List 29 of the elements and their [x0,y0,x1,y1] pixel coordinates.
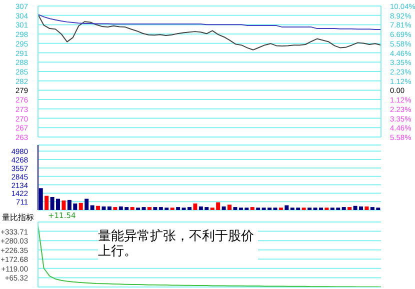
bar [44,196,49,210]
bar [342,207,346,210]
bar [193,204,198,210]
bar [176,207,180,210]
line-series [38,14,382,30]
bar [284,205,289,210]
bar [102,206,106,210]
bar [147,207,152,210]
bar [96,206,100,210]
bar [142,207,146,210]
line-series [38,14,382,50]
bar [113,207,118,210]
bar [348,207,352,210]
chart-title: 量比指标 [2,212,34,223]
bar [90,205,94,210]
bar [78,202,83,210]
annotation: 量能异常扩张，不利于股价上行。 [98,229,258,260]
bar [62,200,66,210]
bar [107,206,112,210]
bar [84,198,89,210]
bar [222,206,226,210]
bar [130,207,134,210]
bar [364,206,369,210]
bar [38,188,43,210]
line-series [38,224,382,287]
bar [153,207,158,210]
bar [233,207,238,210]
bar [228,204,232,210]
bar [250,207,254,210]
